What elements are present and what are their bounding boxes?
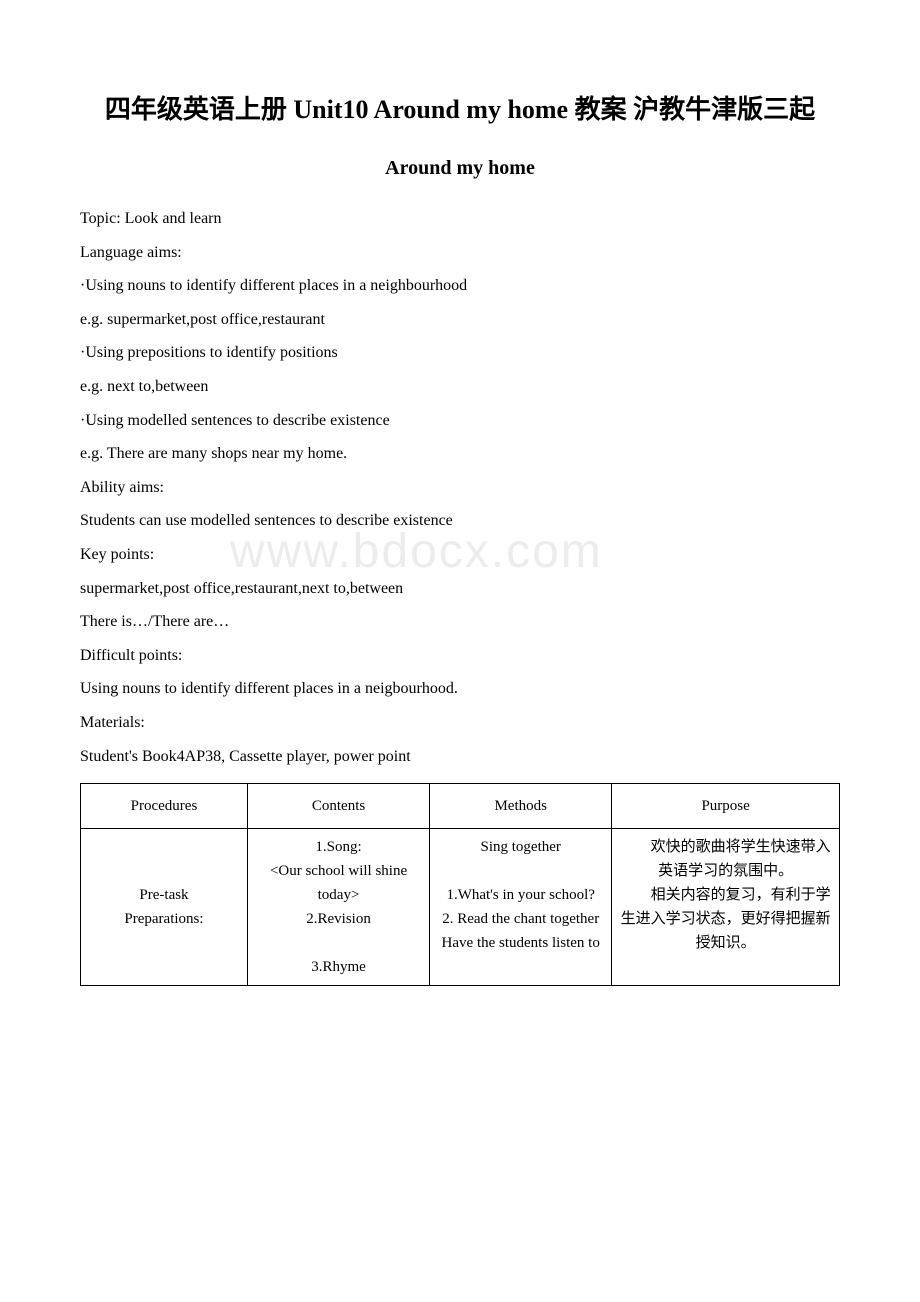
cell-procedures: Pre-taskPreparations: bbox=[81, 829, 248, 986]
body-line: supermarket,post office,restaurant,next … bbox=[80, 572, 840, 606]
cell-methods: Sing together 1.What's in your school?2.… bbox=[430, 829, 612, 986]
body-content: www.bdocx.com Topic: Look and learn Lang… bbox=[80, 202, 840, 773]
body-line: Topic: Look and learn bbox=[80, 202, 840, 236]
table-row: Pre-taskPreparations: 1.Song:<Our school… bbox=[81, 829, 840, 986]
header-contents: Contents bbox=[247, 784, 429, 829]
document-title: 四年级英语上册 Unit10 Around my home 教案 沪教牛津版三起 bbox=[80, 90, 840, 129]
lesson-table: Procedures Contents Methods Purpose Pre-… bbox=[80, 783, 840, 986]
cell-text: 欢快的歌曲将学生快速带入英语学习的氛围中。 相关内容的复习，有利于学生进入学习状… bbox=[620, 835, 831, 955]
cell-text: Pre-taskPreparations: bbox=[89, 883, 239, 931]
body-line: e.g. next to,between bbox=[80, 370, 840, 404]
body-line: ·Using modelled sentences to describe ex… bbox=[80, 404, 840, 438]
body-line: Students can use modelled sentences to d… bbox=[80, 504, 840, 538]
body-line: Difficult points: bbox=[80, 639, 840, 673]
table-header-row: Procedures Contents Methods Purpose bbox=[81, 784, 840, 829]
body-line: ·Using prepositions to identify position… bbox=[80, 336, 840, 370]
body-line: Using nouns to identify different places… bbox=[80, 672, 840, 706]
header-methods: Methods bbox=[430, 784, 612, 829]
body-line: e.g. supermarket,post office,restaurant bbox=[80, 303, 840, 337]
cell-purpose: 欢快的歌曲将学生快速带入英语学习的氛围中。 相关内容的复习，有利于学生进入学习状… bbox=[612, 829, 840, 986]
body-line: Materials: bbox=[80, 706, 840, 740]
body-line: ·Using nouns to identify different place… bbox=[80, 269, 840, 303]
body-line: Language aims: bbox=[80, 236, 840, 270]
body-line: Ability aims: bbox=[80, 471, 840, 505]
cell-text: 1.Song:<Our school will shine today>2.Re… bbox=[256, 835, 421, 979]
header-procedures: Procedures bbox=[81, 784, 248, 829]
body-line: Student's Book4AP38, Cassette player, po… bbox=[80, 740, 840, 774]
body-line: There is…/There are… bbox=[80, 605, 840, 639]
document-subtitle: Around my home bbox=[80, 157, 840, 180]
body-line: e.g. There are many shops near my home. bbox=[80, 437, 840, 471]
header-purpose: Purpose bbox=[612, 784, 840, 829]
body-line: Key points: bbox=[80, 538, 840, 572]
cell-text: Sing together 1.What's in your school?2.… bbox=[438, 835, 603, 955]
cell-contents: 1.Song:<Our school will shine today>2.Re… bbox=[247, 829, 429, 986]
